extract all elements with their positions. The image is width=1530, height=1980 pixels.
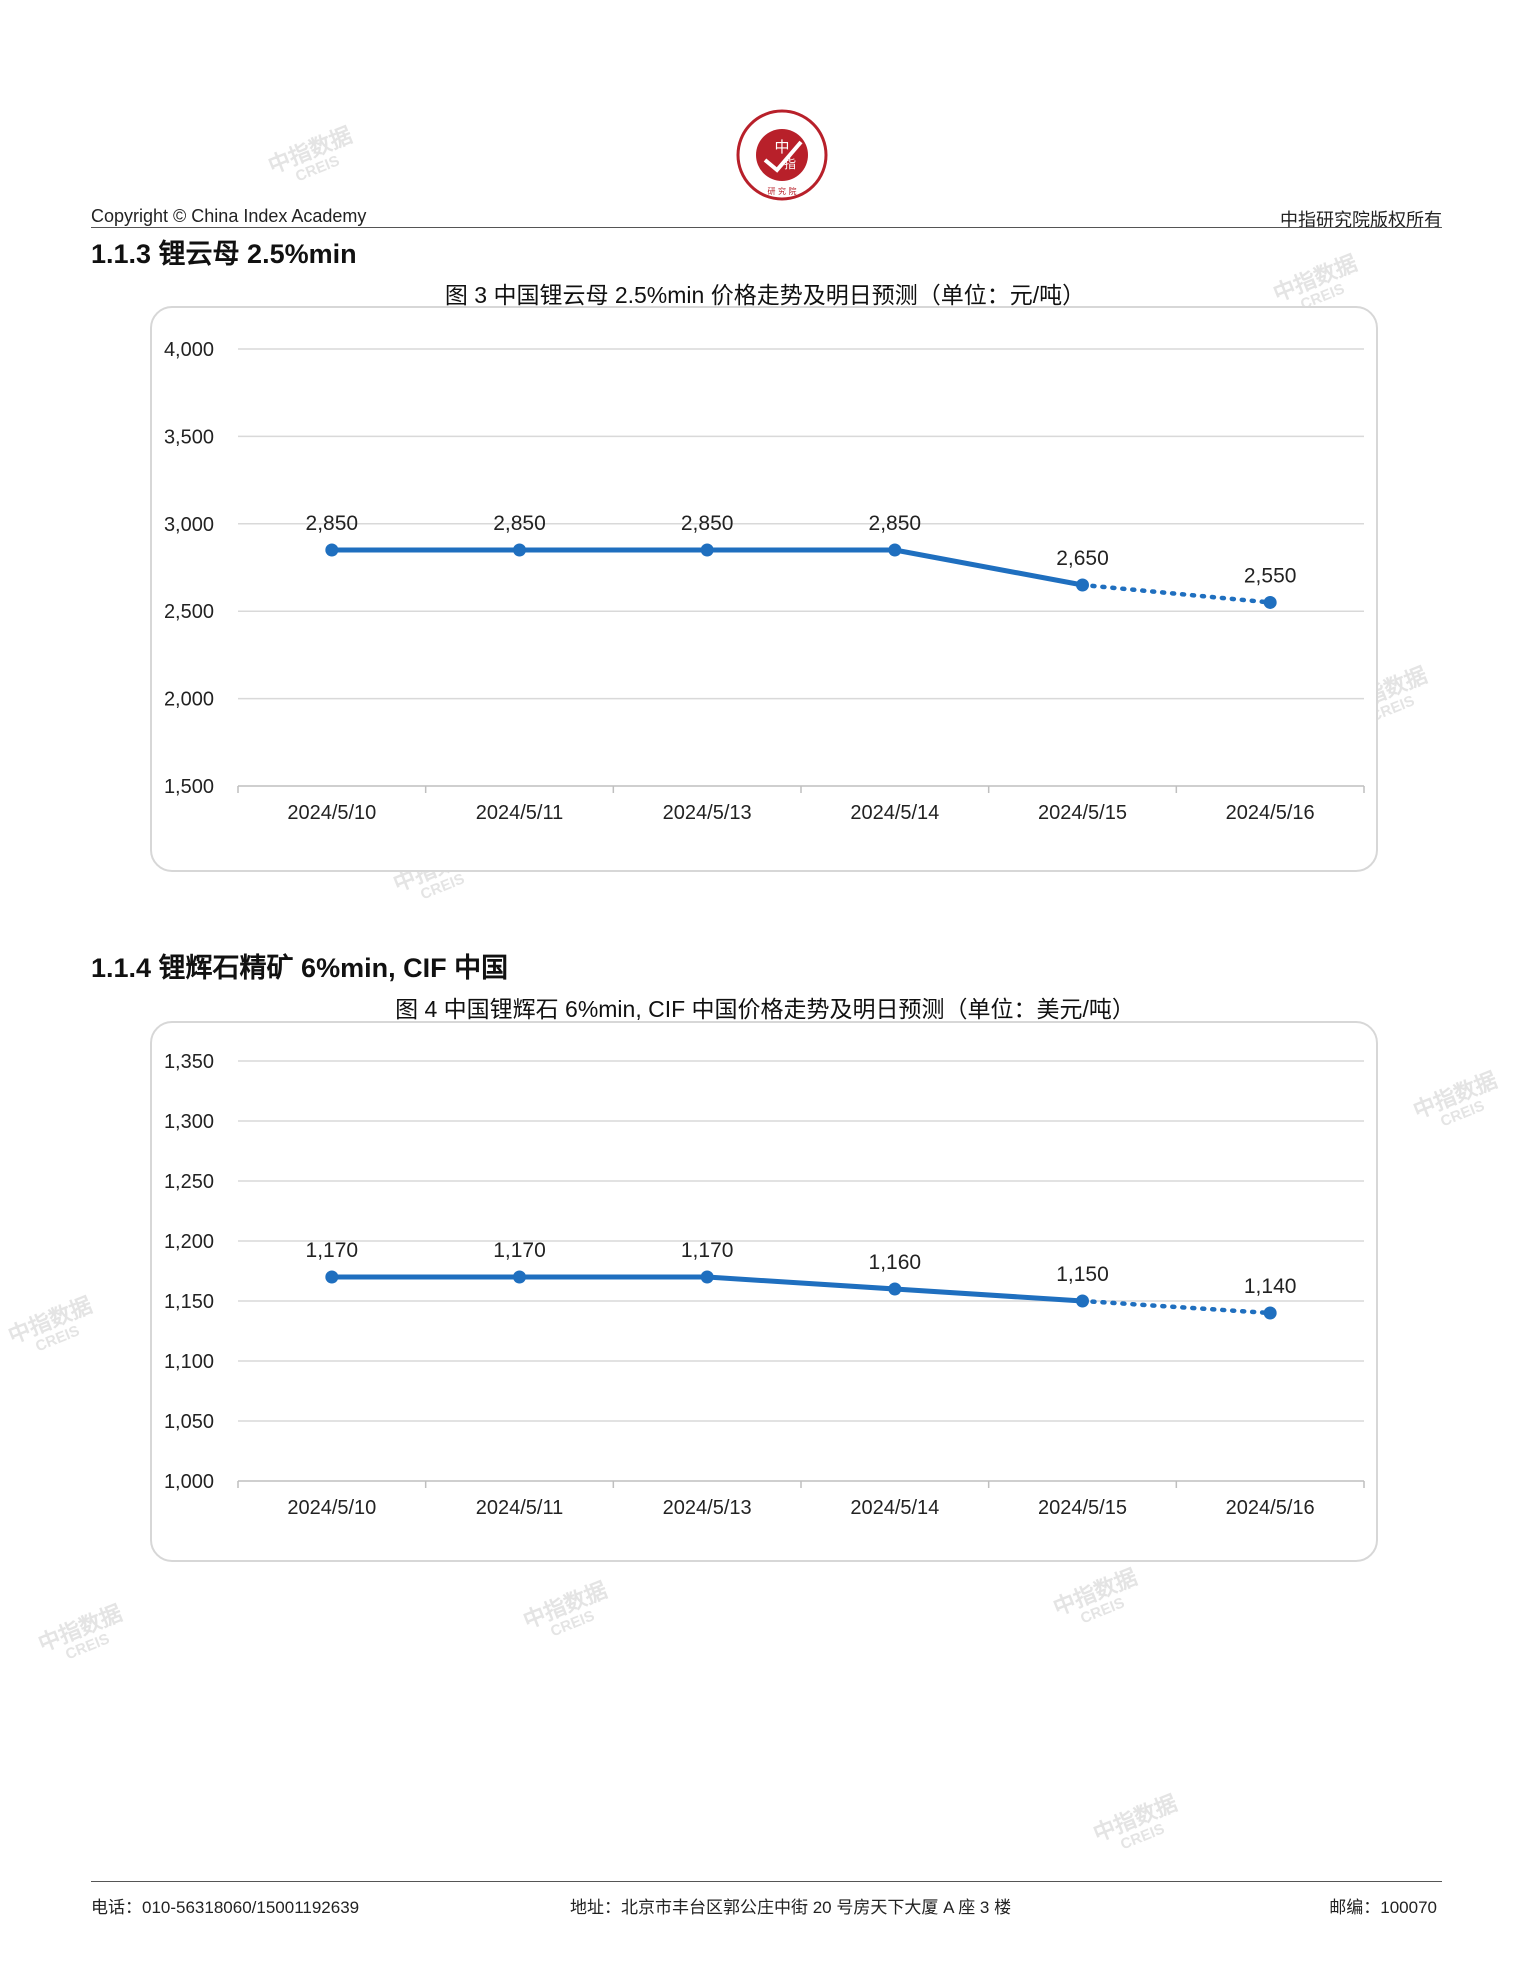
y-tick-label: 1,300 — [164, 1111, 214, 1133]
x-tick-label: 2024/5/13 — [663, 802, 752, 824]
section-heading: 1.1.3 锂云母 2.5%min — [91, 239, 357, 269]
data-point — [513, 1270, 526, 1284]
x-tick-label: 2024/5/16 — [1226, 1497, 1315, 1519]
footer-postcode: 邮编：100070 — [1329, 1898, 1437, 1917]
section-heading: 1.1.4 锂辉石精矿 6%min, CIF 中国 — [91, 953, 509, 983]
y-tick-label: 1,150 — [164, 1291, 214, 1313]
chart-container: 1,000 1,050 1,100 1,150 1,200 1,250 1,300 1,350… — [150, 1021, 1378, 1562]
data-point — [1076, 578, 1089, 592]
data-label: 1,170 — [306, 1239, 359, 1262]
data-point — [1263, 595, 1277, 609]
line-chart: 1,000 1,050 1,100 1,150 1,200 1,250 1,300 1,350… — [164, 1051, 1365, 1519]
data-point — [325, 1270, 339, 1284]
data-label: 2,850 — [493, 512, 546, 535]
y-tick-label: 1,100 — [164, 1351, 214, 1373]
chart-title: 图 4 中国锂辉石 6%min, CIF 中国价格走势及明日预测（单位：美元/吨… — [395, 996, 1135, 1022]
data-point — [700, 543, 714, 557]
y-tick-label: 1,500 — [164, 776, 214, 798]
rights-text: 中指研究院版权所有 — [1280, 210, 1442, 231]
data-point — [888, 543, 902, 557]
data-point — [888, 1282, 902, 1296]
x-tick-label: 2024/5/15 — [1038, 1497, 1127, 1519]
data-label: 2,850 — [869, 512, 922, 535]
data-label: 1,150 — [1056, 1263, 1109, 1286]
line-chart: 1,500 2,000 2,500 3,000 3,500 4,000 2024/5/10 2… — [164, 339, 1365, 824]
data-label: 1,160 — [869, 1251, 922, 1274]
y-tick-label: 1,200 — [164, 1231, 214, 1253]
data-point — [513, 543, 526, 557]
y-tick-label: 1,050 — [164, 1411, 214, 1433]
data-label: 2,850 — [681, 512, 734, 535]
x-tick-label: 2024/5/11 — [476, 802, 564, 824]
x-tick-label: 2024/5/10 — [287, 802, 376, 824]
y-tick-label: 1,350 — [164, 1051, 214, 1073]
data-point — [1263, 1306, 1277, 1320]
x-tick-label: 2024/5/16 — [1226, 802, 1315, 824]
x-tick-label: 2024/5/13 — [663, 1497, 752, 1519]
svg-text:指: 指 — [784, 156, 796, 171]
chart-container: 1,500 2,000 2,500 3,000 3,500 4,000 2024/5/10 2… — [150, 306, 1378, 872]
x-tick-label: 2024/5/11 — [476, 1497, 564, 1519]
footer-phone: 电话：010-56318060/15001192639 — [91, 1898, 360, 1917]
x-tick-label: 2024/5/10 — [287, 1497, 376, 1519]
forecast-line — [1080, 1298, 1273, 1316]
data-point — [1076, 1294, 1089, 1308]
y-tick-label: 3,500 — [164, 426, 214, 448]
x-tick-label: 2024/5/14 — [850, 802, 939, 824]
footer-divider — [91, 1881, 1442, 1882]
y-tick-label: 4,000 — [164, 339, 214, 361]
svg-text:中: 中 — [774, 138, 789, 156]
forecast-line — [1080, 582, 1273, 605]
data-label: 2,550 — [1244, 564, 1297, 587]
header-divider — [91, 227, 1442, 228]
y-tick-label: 2,500 — [164, 601, 214, 623]
chart-title: 图 3 中国锂云母 2.5%min 价格走势及明日预测（单位：元/吨） — [444, 282, 1086, 308]
y-tick-label: 3,000 — [164, 514, 214, 536]
data-label: 2,850 — [306, 512, 359, 535]
y-tick-label: 2,000 — [164, 689, 214, 711]
footer-address: 地址：北京市丰台区郭公庄中街 20 号房天下大厦 A 座 3 楼 — [570, 1898, 1012, 1917]
data-label: 1,170 — [681, 1239, 734, 1262]
data-label: 1,170 — [493, 1239, 546, 1262]
china-index-academy-logo: 中 指 研 究 院 — [736, 109, 828, 201]
data-label: 2,650 — [1056, 547, 1109, 570]
x-tick-label: 2024/5/15 — [1038, 802, 1127, 824]
data-label: 1,140 — [1244, 1275, 1297, 1298]
y-tick-label: 1,000 — [164, 1471, 214, 1493]
x-tick-label: 2024/5/14 — [850, 1497, 939, 1519]
data-point — [325, 543, 339, 557]
copyright-text: Copyright © China Index Academy — [91, 206, 367, 226]
svg-text:研 究 院: 研 究 院 — [767, 186, 796, 196]
data-point — [700, 1270, 714, 1284]
y-tick-label: 1,250 — [164, 1171, 214, 1193]
